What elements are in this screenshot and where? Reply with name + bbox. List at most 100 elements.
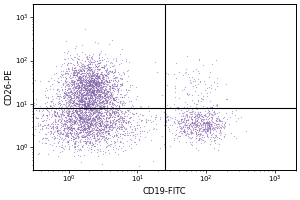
Point xyxy=(94,94,99,97)
Point xyxy=(112,121,116,124)
Point xyxy=(68,74,73,77)
Point xyxy=(99,89,103,92)
Point xyxy=(85,127,89,130)
Point xyxy=(76,112,80,115)
Point xyxy=(154,70,159,74)
Point xyxy=(82,97,87,100)
Point xyxy=(79,99,83,102)
Point xyxy=(91,98,96,101)
Point xyxy=(146,107,151,110)
Point xyxy=(79,96,84,99)
Point xyxy=(215,122,220,125)
Point xyxy=(200,121,205,124)
Point xyxy=(80,102,85,105)
Point xyxy=(96,137,101,140)
Point xyxy=(211,126,216,130)
Point xyxy=(108,144,113,147)
Point xyxy=(138,134,142,137)
Point xyxy=(104,120,109,123)
Point xyxy=(164,119,168,122)
Point xyxy=(100,121,104,124)
Point xyxy=(93,83,98,86)
Point xyxy=(110,105,114,109)
Point xyxy=(57,130,62,133)
Point xyxy=(84,82,88,85)
Point xyxy=(86,125,91,129)
Point xyxy=(119,122,124,125)
Point xyxy=(86,90,91,93)
Point xyxy=(81,94,85,97)
Point xyxy=(111,112,116,115)
Point xyxy=(112,112,117,115)
Point xyxy=(76,85,81,88)
Point xyxy=(85,104,90,107)
Point xyxy=(41,136,46,139)
Point xyxy=(83,97,88,100)
Point xyxy=(117,139,122,142)
Point xyxy=(76,103,81,106)
Point xyxy=(79,125,84,128)
Point xyxy=(95,149,100,152)
Point xyxy=(73,108,78,111)
Point xyxy=(107,69,112,72)
Point xyxy=(82,99,87,103)
Point xyxy=(94,82,98,85)
Point xyxy=(101,89,106,92)
Point xyxy=(125,108,130,111)
Point xyxy=(109,93,114,96)
Point xyxy=(85,149,90,152)
Point xyxy=(120,70,125,74)
Point xyxy=(190,120,195,123)
Point xyxy=(72,104,77,107)
Point xyxy=(120,96,125,99)
Point xyxy=(112,123,117,126)
Point xyxy=(103,69,108,73)
Point xyxy=(93,60,98,63)
Point xyxy=(109,116,114,119)
Point xyxy=(208,127,213,130)
Point xyxy=(108,125,113,129)
Point xyxy=(87,62,92,65)
Point xyxy=(202,121,206,124)
Point xyxy=(49,101,53,104)
Point xyxy=(73,108,78,112)
Point xyxy=(98,134,103,137)
Point xyxy=(101,84,106,87)
Point xyxy=(57,80,62,83)
Point xyxy=(190,122,195,125)
Point xyxy=(199,141,204,144)
Point xyxy=(100,91,105,95)
Point xyxy=(85,105,90,108)
Point xyxy=(101,88,106,91)
Point xyxy=(45,95,50,98)
Point xyxy=(112,123,117,126)
Point xyxy=(99,111,104,114)
Point xyxy=(143,135,148,138)
Point xyxy=(84,101,89,104)
Point xyxy=(63,79,68,83)
Point xyxy=(94,81,99,84)
Point xyxy=(79,93,83,96)
Point xyxy=(61,103,66,106)
Point xyxy=(206,117,211,120)
Point xyxy=(97,128,102,131)
Point xyxy=(97,76,102,79)
Point xyxy=(68,90,72,94)
Point xyxy=(80,115,85,118)
Point xyxy=(66,84,71,87)
Point xyxy=(124,59,129,63)
Point xyxy=(57,102,62,105)
Point xyxy=(85,120,89,123)
Point xyxy=(96,111,100,114)
Point xyxy=(110,102,115,105)
Point xyxy=(92,94,97,98)
Point xyxy=(206,109,210,112)
Point xyxy=(88,84,92,87)
Point xyxy=(92,90,97,93)
Point xyxy=(64,121,69,124)
Point xyxy=(82,101,87,105)
Point xyxy=(221,135,226,139)
Point xyxy=(54,137,59,140)
Point xyxy=(74,120,79,123)
Point xyxy=(72,137,76,140)
